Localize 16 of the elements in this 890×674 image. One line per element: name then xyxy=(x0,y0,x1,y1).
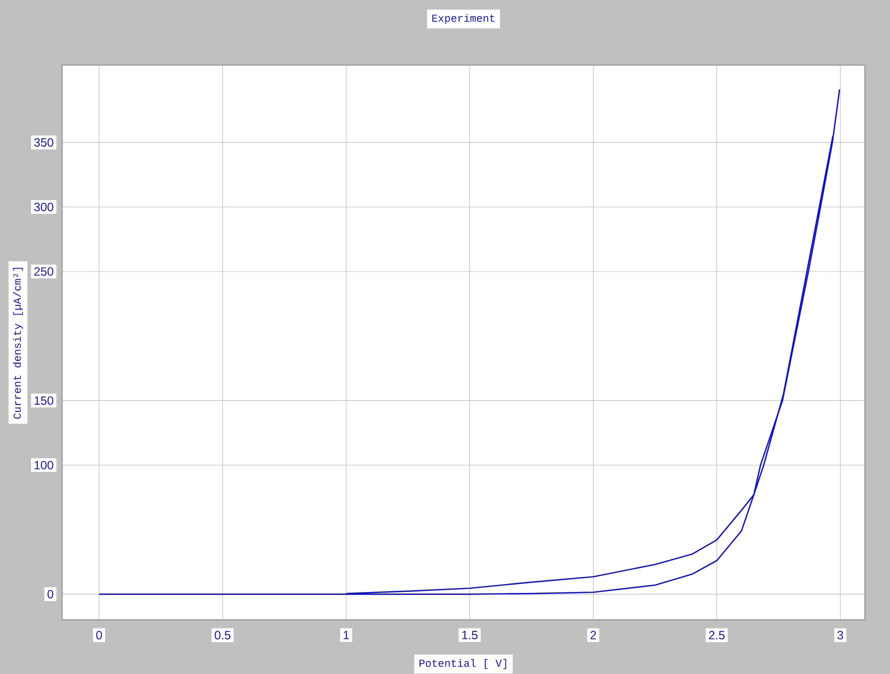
x-tick-label: 2 xyxy=(590,630,596,640)
y-tick-label: 100 xyxy=(34,460,54,470)
x-tick-label: 0 xyxy=(96,630,102,640)
x-tick-label: 0.5 xyxy=(214,630,230,640)
y-axis-title: Current density [µA/cm²] xyxy=(13,268,23,419)
chart-title: Experiment xyxy=(432,14,494,24)
x-axis-title: Potential [ V] xyxy=(420,659,506,669)
x-tick-label: 1.5 xyxy=(462,630,478,640)
y-tick-label: 0 xyxy=(48,590,54,598)
y-tick-label: 250 xyxy=(34,267,54,276)
x-tick-label: 1 xyxy=(344,630,349,640)
y-tick-label: 300 xyxy=(34,202,54,212)
x-tick-label: 3 xyxy=(837,630,844,640)
y-tick-label: 350 xyxy=(34,138,54,147)
x-tick-label: 2.5 xyxy=(709,630,725,640)
y-tick-label: 150 xyxy=(34,396,54,405)
